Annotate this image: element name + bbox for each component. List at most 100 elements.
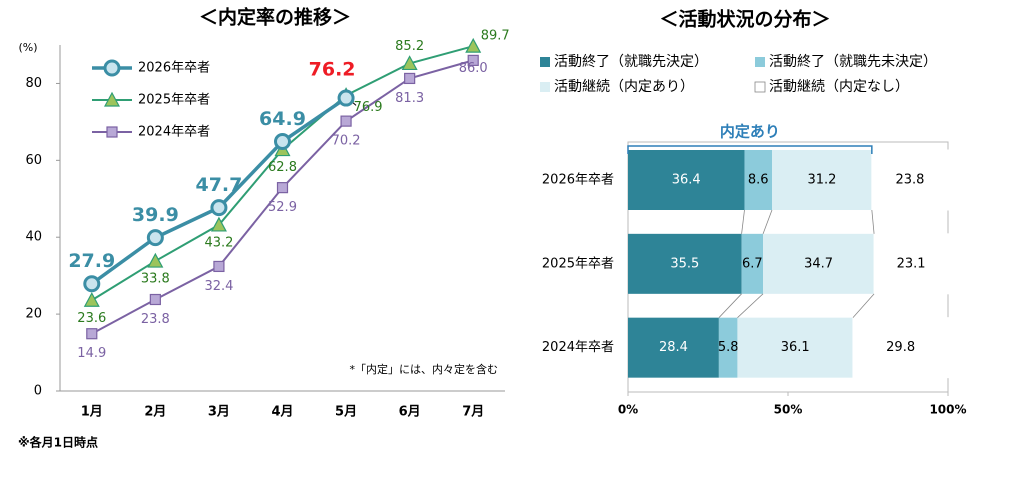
bar-segment [873,233,949,295]
value-label: 47.7 [195,174,242,196]
y-tick-label: 2024年卒者 [542,340,614,355]
x-tick-label: 4月 [271,405,293,420]
point [404,72,416,85]
connector-line [852,293,875,318]
value-label: 8.6 [748,173,769,188]
line-chart-title: ＜内定率の推移＞ [199,6,351,29]
y-tick-label: 2025年卒者 [542,256,614,271]
point [106,126,118,138]
y-tick-label: 40 [25,230,42,245]
x-tick-label: 3月 [208,405,230,420]
value-label: 14.9 [77,346,106,361]
value-label: 86.0 [459,61,488,76]
value-label: 76.9 [354,100,383,115]
y-tick-label: 60 [25,153,42,168]
value-label: 62.8 [268,160,297,175]
bar-segment [852,317,949,379]
legend-label: 2025年卒者 [138,93,210,108]
legend-label: 2026年卒者 [138,61,210,76]
value-label: 27.9 [68,250,115,272]
point [83,275,101,293]
annotation: *「内定」には、内々定を含む [350,362,499,376]
bar-segment [772,150,872,210]
bracket-label: 内定あり [720,123,780,141]
value-label: 36.4 [672,173,701,188]
bar-segment [628,233,742,294]
y-tick-label: 0 [34,384,42,399]
point [147,252,164,268]
legend-swatch [540,57,550,67]
x-tick-label: 0% [618,403,638,417]
connector-line [718,293,742,318]
legend-label: 活動継続（内定なし） [769,78,909,95]
bar-chart-title: ＜活動状況の分布＞ [659,8,830,31]
value-label: 23.1 [897,256,926,271]
point [210,199,228,217]
value-label: 33.8 [141,272,170,287]
y-tick-label: 2026年卒者 [542,173,614,188]
point [149,293,161,306]
legend-swatch [754,81,766,93]
value-label: 5.8 [718,340,739,355]
value-label: 81.3 [395,91,424,106]
legend-label: 活動終了（就職先決定） [554,54,708,70]
x-tick-label: 6月 [399,405,421,420]
bar-segment [628,150,745,210]
bar-segment [871,149,949,211]
y-tick-label: 20 [25,307,42,322]
point [103,91,121,107]
legend-label: 2024年卒者 [138,125,210,140]
connector-line [737,293,764,318]
value-label: 52.9 [268,200,297,215]
bracket [627,145,873,154]
point [337,89,355,107]
value-label: 23.8 [895,173,924,188]
point [340,115,352,127]
value-label: 28.4 [659,340,688,355]
value-label: 29.8 [886,340,915,355]
value-label: 23.6 [77,311,106,326]
point [274,132,291,150]
point [103,59,121,77]
point [83,292,100,307]
bar-segment [737,317,853,378]
connector-line [741,209,745,234]
value-label: 36.1 [781,340,810,355]
value-label: 35.5 [670,256,699,271]
value-label: 89.7 [481,29,510,44]
x-tick-label: 1月 [81,405,103,420]
x-tick-label: 5月 [335,405,357,420]
point [467,54,479,66]
connector-line [762,209,773,234]
point [86,328,98,340]
value-label: 70.2 [332,134,361,149]
point [276,182,289,194]
legend-label: 活動継続（内定あり） [554,78,694,95]
point [146,229,164,247]
bar-segment [763,233,875,294]
point [210,216,227,232]
bar-segment [741,233,764,294]
value-label: 32.4 [204,279,233,294]
point [465,37,482,53]
value-label: 85.2 [395,39,424,54]
value-label: 43.2 [204,235,233,250]
value-label: 31.2 [807,173,836,188]
value-label: 34.7 [804,256,833,271]
footnote: ※各月1日時点 [18,435,98,450]
value-label: 39.9 [132,204,179,226]
x-tick-label: 50% [774,403,803,417]
x-tick-label: 2月 [144,405,166,420]
bar-segment [628,317,719,378]
legend-label: 活動終了（就職先未決定） [769,54,937,70]
bar-segment [744,150,772,210]
connector-line [871,209,875,234]
x-tick-label: 100% [929,403,966,417]
y-axis-label: (%) [18,41,37,54]
value-label: 64.9 [259,108,306,130]
point [213,260,225,273]
value-label: 23.8 [141,312,170,327]
value-label: 76.2 [309,59,356,81]
y-tick-label: 80 [25,76,42,91]
